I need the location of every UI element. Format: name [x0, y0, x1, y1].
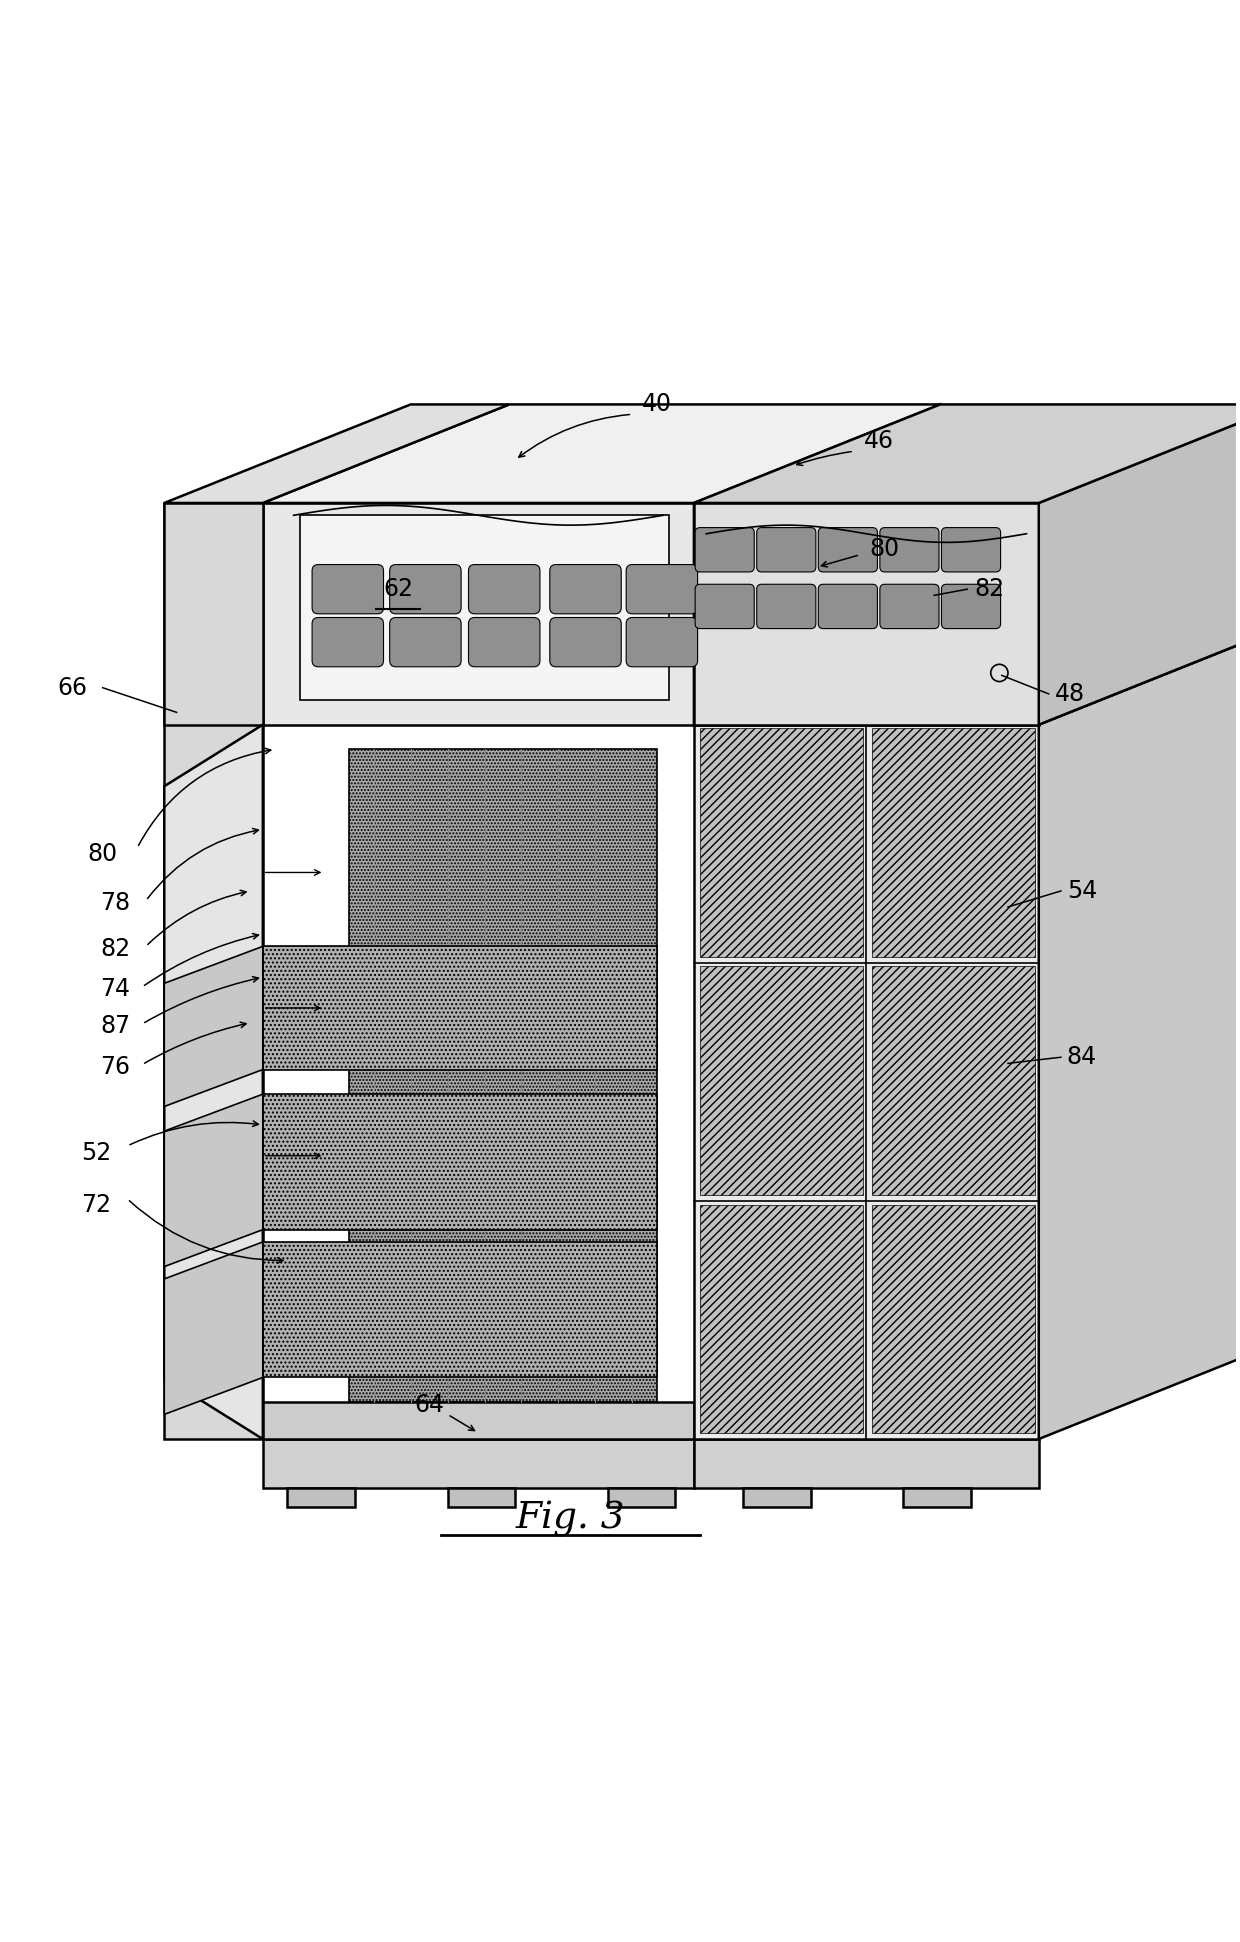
FancyBboxPatch shape: [312, 618, 383, 666]
Polygon shape: [694, 404, 1240, 503]
FancyBboxPatch shape: [880, 528, 939, 573]
FancyBboxPatch shape: [756, 528, 816, 573]
Polygon shape: [694, 724, 1039, 1439]
FancyBboxPatch shape: [389, 618, 461, 666]
Polygon shape: [701, 728, 863, 957]
Polygon shape: [701, 1204, 863, 1433]
Polygon shape: [164, 404, 510, 503]
FancyBboxPatch shape: [818, 528, 878, 573]
Text: 78: 78: [100, 891, 130, 915]
Polygon shape: [348, 750, 657, 1402]
Polygon shape: [1039, 625, 1240, 1439]
Polygon shape: [608, 1488, 676, 1507]
Text: 54: 54: [1066, 880, 1097, 903]
Polygon shape: [694, 404, 940, 724]
Polygon shape: [164, 946, 263, 1107]
Polygon shape: [903, 1488, 971, 1507]
Text: 74: 74: [100, 977, 130, 1002]
Text: 64: 64: [414, 1392, 444, 1416]
Polygon shape: [164, 503, 263, 724]
Polygon shape: [694, 503, 1039, 724]
FancyBboxPatch shape: [626, 565, 698, 614]
Text: 48: 48: [1054, 682, 1085, 705]
FancyBboxPatch shape: [626, 618, 698, 666]
Polygon shape: [300, 515, 670, 699]
FancyBboxPatch shape: [696, 528, 754, 573]
FancyBboxPatch shape: [941, 585, 1001, 629]
Text: 80: 80: [88, 843, 118, 866]
Text: 40: 40: [642, 392, 672, 416]
Polygon shape: [263, 503, 694, 724]
FancyBboxPatch shape: [469, 618, 539, 666]
Text: 80: 80: [869, 536, 900, 561]
FancyBboxPatch shape: [549, 565, 621, 614]
FancyBboxPatch shape: [549, 618, 621, 666]
Polygon shape: [263, 946, 657, 1070]
Polygon shape: [288, 1488, 355, 1507]
FancyBboxPatch shape: [941, 528, 1001, 573]
Text: 84: 84: [1066, 1045, 1097, 1070]
Polygon shape: [1039, 404, 1240, 724]
Polygon shape: [743, 1488, 811, 1507]
Text: 87: 87: [100, 1014, 130, 1039]
FancyBboxPatch shape: [880, 585, 939, 629]
Polygon shape: [164, 503, 263, 1439]
Polygon shape: [263, 1439, 694, 1488]
FancyBboxPatch shape: [389, 565, 461, 614]
Polygon shape: [873, 728, 1035, 957]
Text: 76: 76: [100, 1055, 130, 1080]
Polygon shape: [164, 1093, 263, 1266]
FancyBboxPatch shape: [312, 565, 383, 614]
Polygon shape: [164, 724, 263, 1439]
Polygon shape: [701, 967, 863, 1194]
Text: 82: 82: [100, 936, 130, 961]
Text: 82: 82: [975, 577, 1004, 602]
Text: Fig. 3: Fig. 3: [516, 1501, 625, 1536]
Polygon shape: [873, 967, 1035, 1194]
Polygon shape: [694, 625, 1240, 724]
Polygon shape: [164, 1243, 263, 1414]
Polygon shape: [694, 1439, 1039, 1488]
Polygon shape: [448, 1488, 516, 1507]
Text: 66: 66: [57, 676, 87, 699]
FancyBboxPatch shape: [818, 585, 878, 629]
Polygon shape: [263, 1243, 657, 1377]
FancyBboxPatch shape: [756, 585, 816, 629]
Polygon shape: [263, 1402, 694, 1439]
FancyBboxPatch shape: [469, 565, 539, 614]
Text: 52: 52: [82, 1142, 112, 1165]
Text: 62: 62: [383, 577, 413, 602]
Polygon shape: [263, 1093, 657, 1229]
Text: 72: 72: [82, 1192, 112, 1218]
Polygon shape: [263, 404, 940, 503]
Text: 46: 46: [863, 429, 894, 452]
FancyBboxPatch shape: [696, 585, 754, 629]
Polygon shape: [873, 1204, 1035, 1433]
